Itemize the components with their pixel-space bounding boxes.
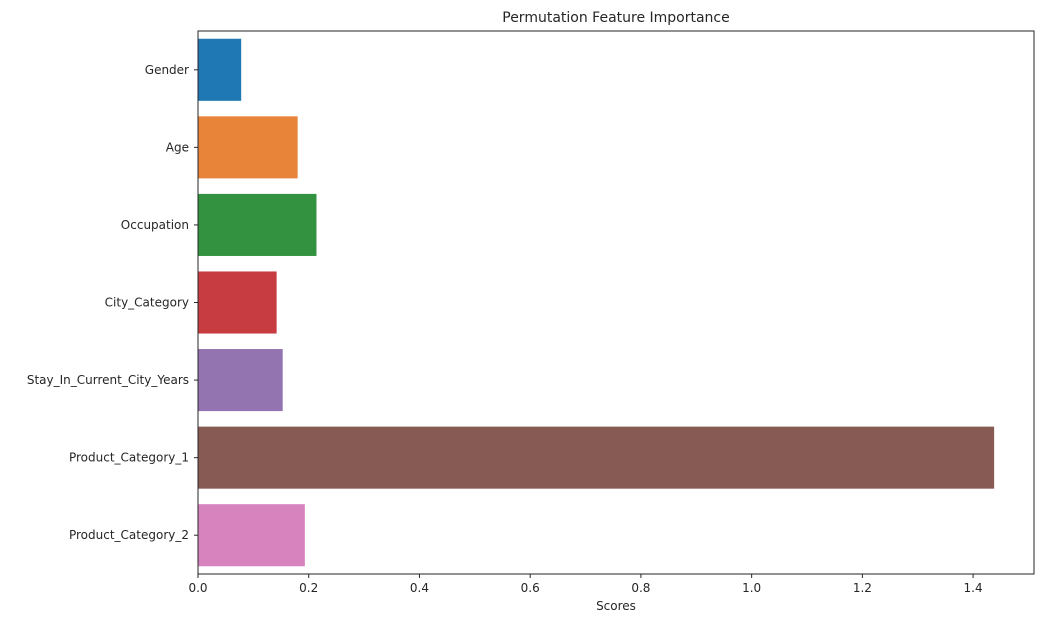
x-axis-ticks: 0.0 0.2 0.4 0.6 0.8 1.0 1.2 1.4 [188, 574, 983, 595]
x-tick-label: 1.0 [742, 581, 761, 595]
bar-product-category-1 [198, 426, 995, 489]
x-tick-label: 0.6 [521, 581, 540, 595]
bar-stay-in-current-city-years [198, 349, 283, 412]
y-tick-label: Gender [145, 63, 189, 77]
x-axis-title: Scores [596, 599, 636, 613]
y-tick-label: Stay_In_Current_City_Years [27, 373, 189, 387]
y-tick-label: Product_Category_2 [69, 528, 189, 542]
x-tick-label: 0.4 [410, 581, 429, 595]
x-tick-label: 0.8 [631, 581, 650, 595]
y-tick-label: City_Category [105, 296, 189, 310]
bar-product-category-2 [198, 504, 305, 567]
x-tick-label: 1.4 [964, 581, 983, 595]
y-tick-label: Product_Category_1 [69, 451, 189, 465]
y-tick-label: Occupation [121, 218, 189, 232]
bar-occupation [198, 193, 317, 256]
bar-city-category [198, 271, 277, 334]
x-tick-label: 1.2 [853, 581, 872, 595]
plot-frame [197, 30, 1035, 575]
bar-age [198, 116, 298, 179]
bars-layer [198, 38, 995, 567]
y-tick-label: Age [166, 140, 189, 154]
x-tick-label: 0.0 [188, 581, 207, 595]
y-axis-ticks: Gender Age Occupation City_Category Stay_In_… [27, 63, 198, 542]
chart-title: Permutation Feature Importance [502, 10, 730, 26]
bar-gender [198, 38, 242, 101]
x-tick-label: 0.2 [299, 581, 318, 595]
